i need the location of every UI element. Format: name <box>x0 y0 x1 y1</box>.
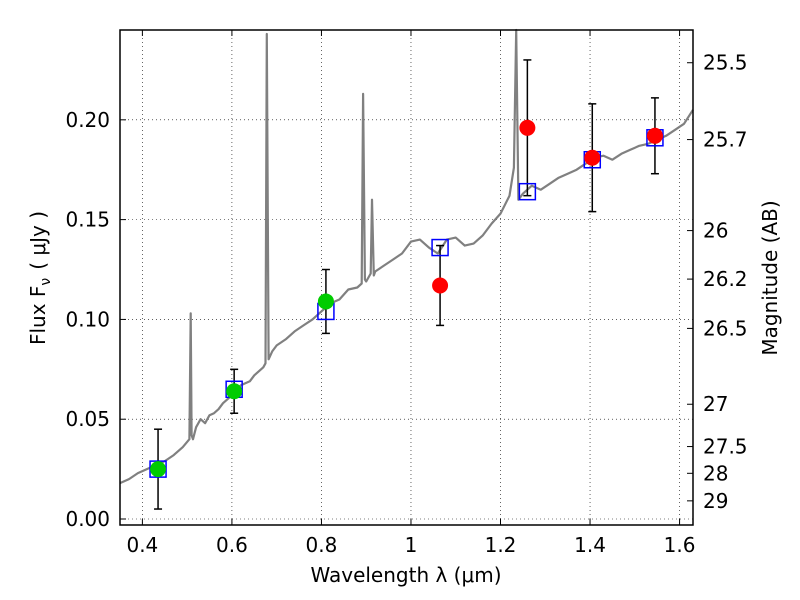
y-axis-label-unit: ( μJy ) <box>26 211 50 270</box>
observed-point <box>317 293 334 310</box>
y-tick-label: 0.20 <box>65 108 110 132</box>
spectrum-line <box>119 28 694 485</box>
magnitude-tick-label: 29 <box>703 489 728 513</box>
model-photometry-square <box>431 238 449 257</box>
observed-point <box>432 277 449 294</box>
magnitude-tick-label: 27 <box>703 392 728 416</box>
observed-point <box>519 119 536 136</box>
magnitude-tick-label: 26 <box>703 219 728 243</box>
observed-point <box>646 127 663 144</box>
y-tick-label: 0.05 <box>65 407 110 431</box>
x-tick-label: 0.4 <box>126 533 158 557</box>
model-photometry-square <box>518 182 537 201</box>
y-axis-label-main: Flux F <box>26 286 50 345</box>
x-tick-label: 0.6 <box>216 533 248 557</box>
x-tick-label: 1.4 <box>574 533 606 557</box>
observed-point <box>584 149 601 166</box>
axis-ticks: 0.4 0.6 0.8 1 1.2 1.4 1.6 0.00 0.05 0.10 0.15 0.20 2… <box>65 30 748 557</box>
x-tick-label: 1.6 <box>664 533 696 557</box>
spectrum-line <box>119 28 694 485</box>
x-tick-label: 1 <box>405 533 418 557</box>
y-tick-label: 0.10 <box>65 307 110 331</box>
x-axis-label: Wavelength λ (μm) <box>310 563 501 587</box>
y-tick-label: 0.15 <box>65 208 110 232</box>
magnitude-tick-label: 25.5 <box>703 51 748 75</box>
magnitude-tick-label: 27.5 <box>703 435 748 459</box>
y-tick-label: 0.00 <box>65 507 110 531</box>
observed-point <box>150 461 167 478</box>
right-axis-label: Magnitude (AB) <box>758 200 782 355</box>
x-tick-label: 0.8 <box>306 533 338 557</box>
magnitude-tick-label: 28 <box>703 461 728 485</box>
magnitude-tick-label: 26.2 <box>703 267 748 291</box>
y-axis-label-sub: ν <box>38 278 54 286</box>
plot-frame <box>119 29 694 526</box>
grid <box>120 30 693 525</box>
x-tick-label: 1.2 <box>485 533 517 557</box>
data-markers <box>149 119 664 478</box>
magnitude-tick-label: 25.7 <box>703 128 748 152</box>
error-bars <box>154 59 659 510</box>
observed-point <box>226 383 243 400</box>
magnitude-tick-label: 26.5 <box>703 316 748 340</box>
y-axis-label: Flux Fν ( μJy ) <box>26 211 54 345</box>
